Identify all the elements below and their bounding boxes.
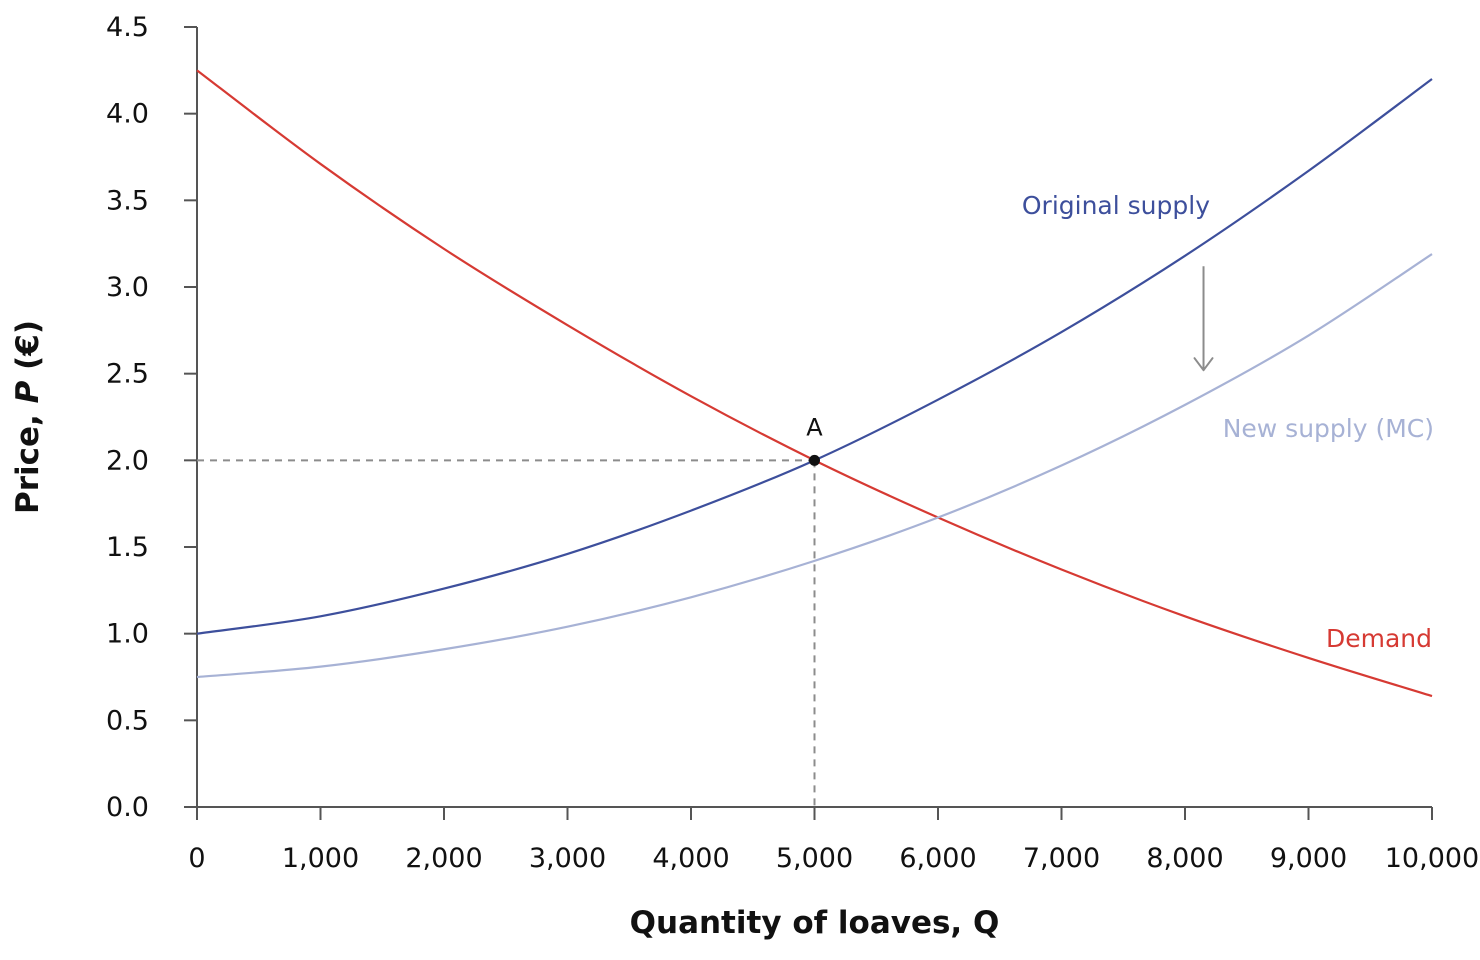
labels: Quantity of loaves, Q Price, P (€) Demand O… [10, 191, 1434, 941]
reference-lines [197, 459, 816, 807]
plot-area: 0.0 0.5 1.0 1.5 2.0 2.5 3.0 3.5 4.0 4.5 0 1,000 2,00… [10, 12, 1479, 941]
shift-arrow-head [1193, 357, 1214, 372]
original-supply-line [196, 78, 1433, 635]
y-tick-label: 4.0 [106, 99, 149, 130]
x-tick-label: 2,000 [405, 843, 482, 874]
x-tick-label: 5,000 [776, 843, 853, 874]
x-tick-label: 10,000 [1385, 843, 1479, 874]
y-axis-title: Price, P (€) [10, 320, 46, 514]
y-tick-label: 0.5 [106, 705, 149, 736]
points [809, 454, 820, 466]
y-tick-label: 1.5 [106, 532, 149, 563]
x-tick-label: 6,000 [899, 843, 976, 874]
new-supply-label: New supply (MC) [1223, 414, 1434, 443]
y-axis-title-part: (€) [10, 320, 46, 381]
new-supply-line [196, 253, 1433, 679]
y-tick-label: 1.0 [106, 619, 149, 650]
y-tick-label: 3.5 [106, 185, 149, 216]
annotations [1193, 266, 1214, 372]
x-tick-label: 0 [188, 843, 205, 874]
x-tick-label: 7,000 [1023, 843, 1100, 874]
equilibrium-point-label: A [806, 413, 823, 441]
x-tick-label: 8,000 [1146, 843, 1223, 874]
x-tick-label: 9,000 [1270, 843, 1347, 874]
y-tick-label: 3.0 [106, 272, 149, 303]
equilibrium-point [809, 454, 820, 466]
y-axis-title-variable: P [10, 380, 46, 403]
x-tick-label: 3,000 [529, 843, 606, 874]
y-tick-label: 4.5 [106, 12, 149, 43]
x-tick-label: 4,000 [652, 843, 729, 874]
x-axis-title: Quantity of loaves, Q [630, 905, 1000, 941]
y-tick-label: 2.0 [106, 445, 149, 476]
y-tick-label: 0.0 [106, 792, 149, 823]
original-supply-label: Original supply [1022, 191, 1210, 220]
y-axis-title-part: Price, [10, 403, 46, 514]
demand-line [196, 69, 1433, 698]
axes: 0.0 0.5 1.0 1.5 2.0 2.5 3.0 3.5 4.0 4.5 0 1,000 2,00… [106, 12, 1479, 874]
series-lines [196, 69, 1433, 698]
x-tick-label: 1,000 [282, 843, 359, 874]
demand-label: Demand [1326, 624, 1432, 653]
y-tick-label: 2.5 [106, 359, 149, 390]
